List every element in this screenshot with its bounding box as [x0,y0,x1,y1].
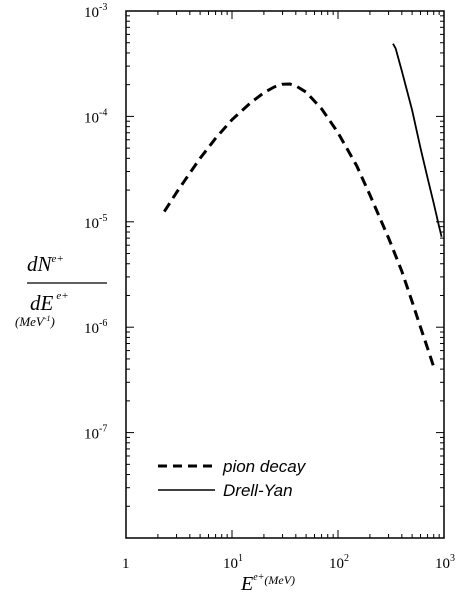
y-axis-label: dNe+ dE e+ (MeV-1) [15,252,107,329]
series-line-pion-decay [163,82,436,368]
x-axis-label: Ee+(MeV) [240,572,295,595]
series-line-drell-yan [392,43,443,238]
y-tick-label: 10-4 [84,107,107,126]
y-tick-label: 10-3 [84,2,107,21]
y-tick-label: 10-7 [84,424,107,443]
series-group [163,43,443,368]
y-tick-label: 10-5 [84,213,107,232]
x-tick-label: 1 [122,556,130,572]
plot-frame [125,10,445,539]
legend: pion decay Drell-Yan [158,457,307,500]
ticks: 1 101 102 103 10-3 10-4 10-5 10-6 10-7 [84,2,455,572]
legend-label-drell-yan: Drell-Yan [223,481,293,500]
x-tick-label: 102 [329,553,349,572]
ylabel-denominator: dE e+ [30,290,69,315]
legend-label-pion-decay: pion decay [222,457,307,476]
x-tick-label: 103 [435,553,455,572]
ylabel-numerator: dNe+ [27,252,64,276]
y-tick-label: 10-6 [84,318,107,337]
ylabel-unit: (MeV-1) [15,314,55,329]
x-tick-label: 101 [223,553,243,572]
